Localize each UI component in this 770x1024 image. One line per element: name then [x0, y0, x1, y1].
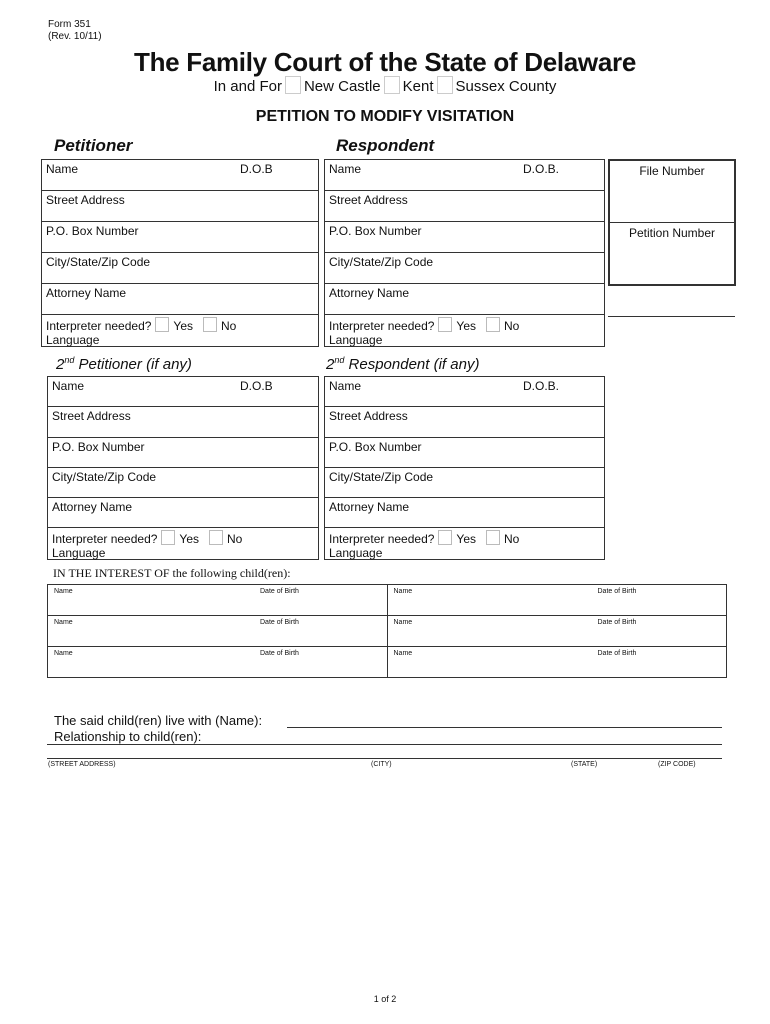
in-and-for-label: In and For [213, 78, 282, 95]
interpreter-no-checkbox[interactable] [486, 317, 500, 332]
address-row-field[interactable]: Attorney Name [325, 284, 604, 315]
live-with-label: The said child(ren) live with (Name): [54, 713, 263, 728]
form-number: Form 351 [48, 19, 91, 30]
language-label: Language [52, 546, 106, 561]
address-row-field[interactable]: Attorney Name [48, 498, 318, 529]
petitioner-heading: Petitioner [54, 136, 133, 155]
kent-label: Kent [402, 78, 434, 95]
address-row-field[interactable]: P.O. Box Number [48, 438, 318, 468]
respondent-table: Name D.O.B. Street Address P.O. Box Number C… [324, 159, 605, 347]
city-label: (CITY) [371, 761, 392, 768]
language-label: Language [329, 546, 383, 561]
file-number-field[interactable]: File Number [610, 161, 734, 223]
interpreter-row: Interpreter needed? Yes No Language [329, 317, 520, 347]
name-field[interactable]: Name D.O.B. [325, 160, 604, 191]
name-field[interactable]: Name D.O.B [48, 377, 318, 408]
state-label: (STATE) [571, 761, 598, 768]
interpreter-yes-checkbox[interactable] [155, 317, 170, 332]
sussex-label: Sussex County [455, 78, 557, 95]
name-field[interactable]: Name D.O.B. [325, 377, 604, 408]
petitioner-table: Name D.O.B Street Address P.O. Box Number Ci… [41, 159, 319, 347]
child-field[interactable]: Name Date of Birth [386, 616, 727, 646]
address-row-field[interactable]: Attorney Name [325, 498, 604, 529]
address-row-field[interactable]: Street Address [42, 191, 318, 222]
interpreter-row: Interpreter needed? Yes No Language [46, 317, 237, 347]
dob-label: D.O.B [240, 162, 273, 176]
address-row-field[interactable]: Attorney Name [42, 284, 318, 315]
child-row: Name Date of Birth Name Date of Birth [48, 647, 726, 677]
respondent2-table: Name D.O.B. Street Address P.O. Box Number C… [324, 376, 605, 560]
interpreter-yes-checkbox[interactable] [438, 317, 453, 332]
child-field[interactable]: Name Date of Birth [386, 585, 727, 615]
dob-label: D.O.B. [523, 379, 560, 393]
address-row-field[interactable]: Street Address [48, 407, 318, 438]
address-row-field[interactable]: P.O. Box Number [42, 222, 318, 253]
petitioner2-table: Name D.O.B Street Address P.O. Box Number Ci… [47, 376, 319, 560]
new-castle-label: New Castle [303, 78, 381, 95]
file-box: File Number Petition Number [608, 159, 736, 286]
relationship-field[interactable] [47, 744, 722, 745]
petition-number-field[interactable]: Petition Number [628, 226, 716, 240]
children-heading: IN THE INTEREST OF the following child(r… [53, 566, 291, 580]
language-label: Language [46, 333, 100, 347]
page-number: 1 of 2 [373, 994, 397, 1004]
petition-title: PETITION TO MODIFY VISITATION [255, 108, 515, 125]
child-row: Name Date of Birth Name Date of Birth [48, 616, 726, 647]
interpreter-no-checkbox[interactable] [203, 317, 217, 332]
name-field[interactable]: Name D.O.B [42, 160, 318, 191]
divider [608, 316, 735, 317]
relationship-label: Relationship to child(ren): [54, 729, 202, 744]
new-castle-checkbox[interactable] [284, 76, 301, 94]
street-address-label: (STREET ADDRESS) [48, 761, 116, 768]
child-field[interactable]: Name Date of Birth [54, 588, 299, 595]
address-row-field[interactable]: Street Address [325, 407, 604, 438]
child-row: Name Date of Birth Name Date of Birth [48, 585, 726, 616]
interpreter-yes-checkbox[interactable] [438, 530, 453, 546]
dob-label: D.O.B. [523, 162, 560, 176]
child-field[interactable]: Name Date of Birth [54, 619, 299, 626]
address-row-field[interactable]: City/State/Zip Code [42, 253, 318, 284]
child-field[interactable]: Name Date of Birth [54, 650, 299, 657]
child-field[interactable]: Name Date of Birth [386, 647, 727, 677]
form-revision: (Rev. 10/11) [48, 31, 102, 42]
sussex-checkbox[interactable] [436, 76, 453, 94]
interpreter-row: Interpreter needed? Yes No Language [329, 530, 520, 561]
address-row-field[interactable]: City/State/Zip Code [325, 468, 604, 499]
court-title: The Family Court of the State of Delawar… [133, 47, 636, 77]
kent-checkbox[interactable] [383, 76, 400, 94]
interpreter-no-checkbox[interactable] [209, 530, 223, 546]
interpreter-no-checkbox[interactable] [486, 530, 500, 546]
dob-label: D.O.B [240, 379, 273, 393]
interpreter-yes-checkbox[interactable] [161, 530, 176, 546]
respondent2-heading: 2nd Respondent (if any) [326, 355, 480, 373]
address-row-field[interactable]: City/State/Zip Code [325, 253, 604, 284]
address-field[interactable] [47, 758, 722, 759]
respondent-heading: Respondent [336, 136, 435, 155]
live-with-name-field[interactable] [287, 727, 722, 728]
interpreter-row: Interpreter needed? Yes No Language [52, 530, 243, 561]
address-row-field[interactable]: P.O. Box Number [325, 438, 604, 468]
address-row-field[interactable]: P.O. Box Number [325, 222, 604, 253]
language-label: Language [329, 333, 383, 347]
petitioner2-heading: 2nd Petitioner (if any) [56, 355, 192, 373]
children-table: Name Date of Birth Name Date of Birth Name Da… [47, 584, 727, 678]
zip-label: (ZIP CODE) [658, 761, 696, 768]
county-selector: In and For New Castle Kent Sussex County [0, 76, 770, 95]
address-row-field[interactable]: Street Address [325, 191, 604, 222]
address-row-field[interactable]: City/State/Zip Code [48, 468, 318, 499]
